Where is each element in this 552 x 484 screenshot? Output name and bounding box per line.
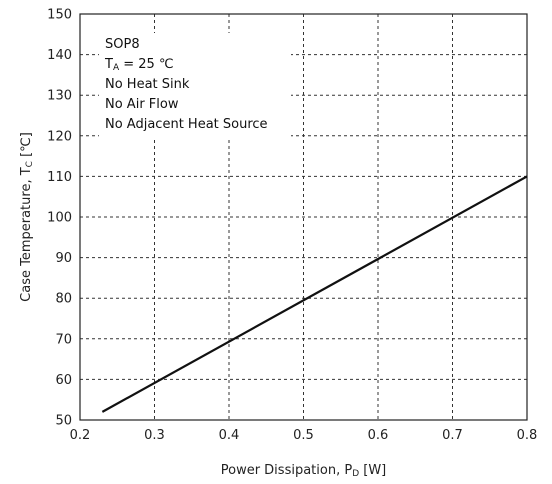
y-axis-title: Case Temperature, TC [℃] [19,132,35,302]
y-tick-label: 130 [47,89,72,104]
y-tick-label: 80 [55,292,72,307]
y-tick-label: 90 [55,251,72,266]
series-group [101,175,528,413]
x-tick-label: 0.3 [144,428,165,443]
plot-frame [79,13,528,421]
grid-lines [80,14,527,420]
annotation-line-heat-sink: No Heat Sink [105,77,190,92]
annotation-line-package: SOP8 [105,37,140,52]
y-tick-label: 110 [47,170,72,185]
annotation-box: SOP8 TA = 25 ℃ No Heat Sink No Air Flow … [99,33,291,139]
x-tick-label: 0.8 [517,428,538,443]
y-tick-label: 140 [47,48,72,63]
x-tick-label: 0.6 [368,428,389,443]
annotation-line-heat-source: No Adjacent Heat Source [105,117,268,132]
x-tick-label: 0.2 [70,428,91,443]
y-tick-label: 60 [55,373,72,388]
x-tick-label: 0.7 [442,428,463,443]
y-tick-label: 100 [47,211,72,226]
x-tick-label: 0.5 [293,428,314,443]
annotation-line-air-flow: No Air Flow [105,97,179,112]
y-tick-label: 70 [55,332,72,347]
series-line [101,175,528,413]
annotation-line-ambient: TA = 25 ℃ [104,57,174,73]
y-tick-label: 50 [55,414,72,429]
x-tick-label: 0.4 [219,428,240,443]
y-tick-label: 150 [47,8,72,23]
tick-labels: 0.2 0.3 0.4 0.5 0.6 0.7 0.8 50 60 70 80 90 100 110 120… [47,8,537,444]
y-tick-label: 120 [47,129,72,144]
x-axis-title: Power Dissipation, PD [W] [221,463,387,479]
